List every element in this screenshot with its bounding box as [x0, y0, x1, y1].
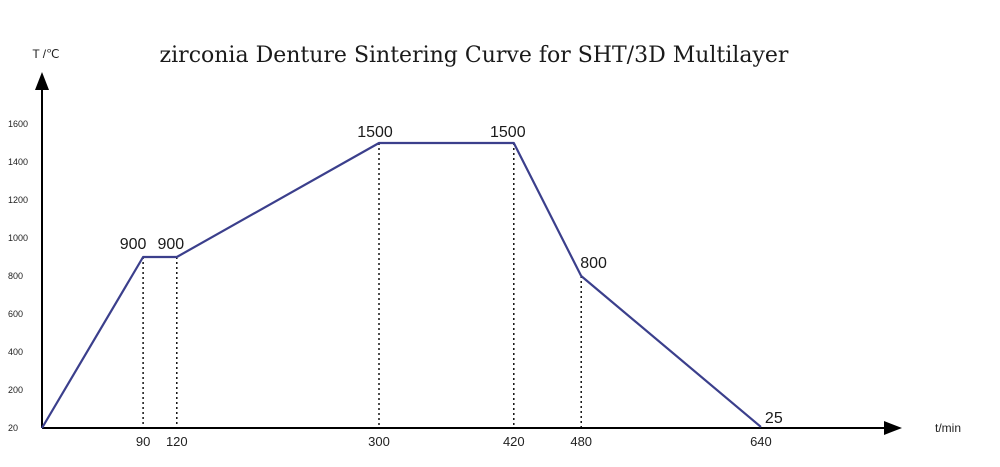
x-tick-label: 120 — [166, 434, 188, 449]
data-label: 25 — [765, 410, 783, 427]
chart-axes: 20 200 400 600 800 1000 1200 1400 1600 90 120 300 42… — [8, 72, 902, 449]
y-tick-label: 800 — [8, 271, 23, 281]
data-label: 1500 — [490, 124, 526, 141]
x-tick-label: 300 — [368, 434, 390, 449]
y-tick-label: 400 — [8, 347, 23, 357]
data-label: 800 — [580, 255, 607, 272]
y-tick-label: 20 — [8, 423, 18, 433]
data-label: 900 — [157, 236, 184, 253]
x-axis-arrow — [884, 421, 902, 435]
x-tick-label: 420 — [503, 434, 525, 449]
series-group — [41, 141, 762, 429]
y-tick-label: 200 — [8, 385, 23, 395]
data-label: 1500 — [357, 124, 393, 141]
x-axis-label: t/min — [935, 421, 961, 435]
y-tick-label: 600 — [8, 309, 23, 319]
x-tick-label: 640 — [750, 434, 772, 449]
data-label: 900 — [120, 236, 147, 253]
y-axis-label: T /℃ — [32, 47, 59, 61]
y-tick-label: 1000 — [8, 233, 28, 243]
y-tick-label: 1600 — [8, 119, 28, 129]
y-tick-label: 1200 — [8, 195, 28, 205]
chart-title: zirconia Denture Sintering Curve for SHT… — [160, 43, 789, 68]
drop-lines — [142, 143, 582, 428]
y-tick-label: 1400 — [8, 157, 28, 167]
data-labels: 900 900 1500 1500 800 25 — [120, 124, 783, 427]
x-tick-label: 480 — [570, 434, 592, 449]
x-tick-label: 90 — [136, 434, 150, 449]
y-axis-arrow — [35, 72, 49, 90]
temperature-curve-line — [41, 141, 762, 429]
